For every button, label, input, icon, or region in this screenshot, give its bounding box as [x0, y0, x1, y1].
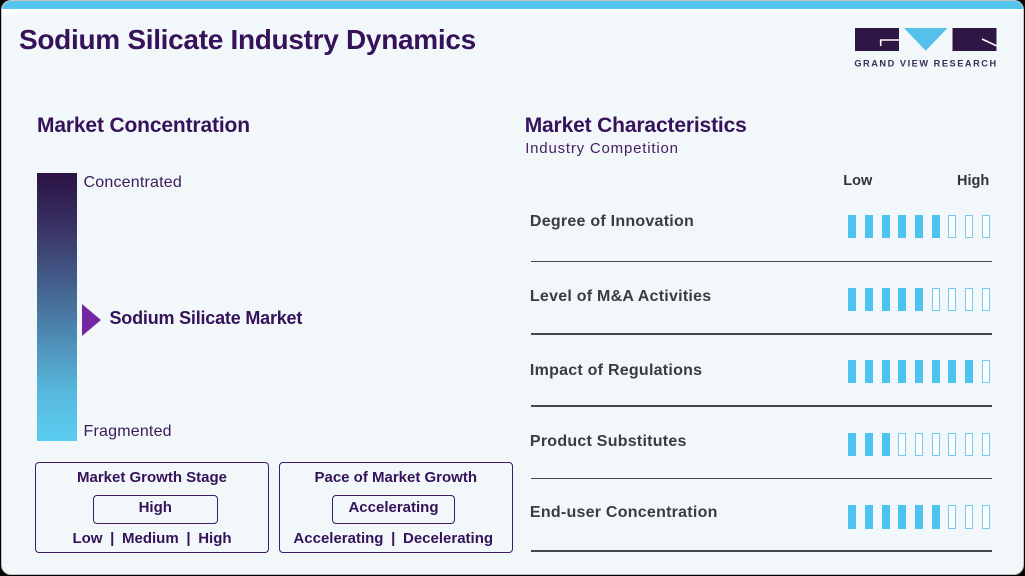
- svg-text:GRAND VIEW RESEARCH: GRAND VIEW RESEARCH: [854, 59, 997, 69]
